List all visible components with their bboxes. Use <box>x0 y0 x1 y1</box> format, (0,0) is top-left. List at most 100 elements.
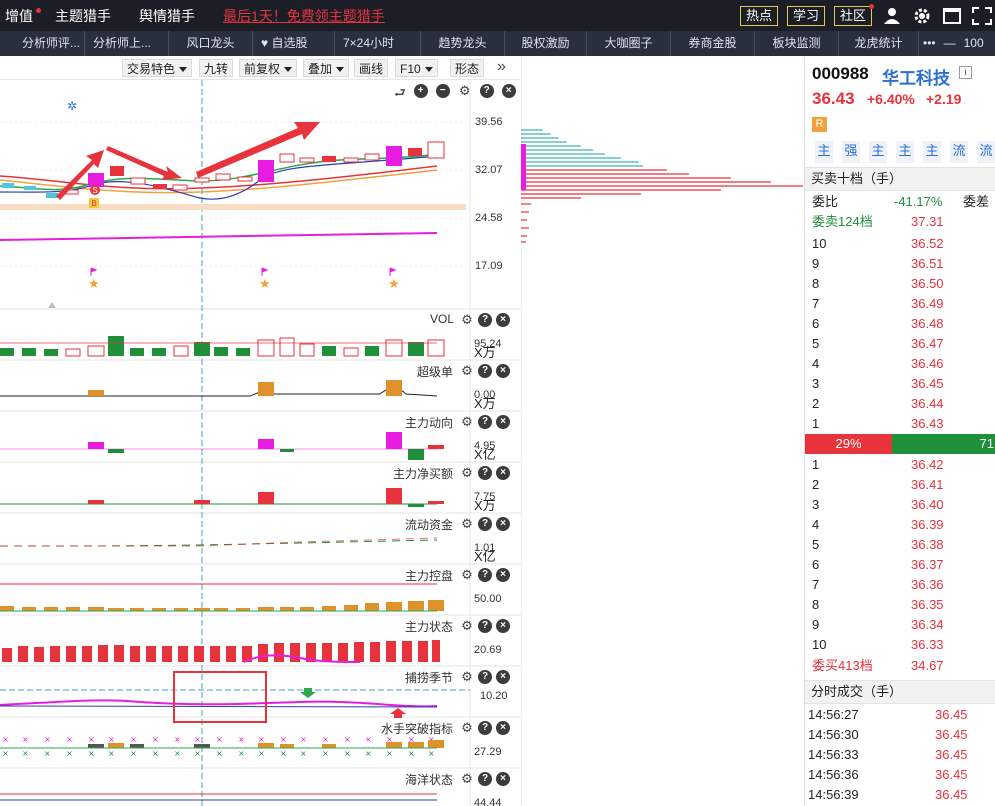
user-icon[interactable] <box>881 5 903 27</box>
hotspot-button[interactable]: 热点 <box>739 5 778 26</box>
gear-icon[interactable]: ⚙ <box>461 363 473 378</box>
ask-level-row[interactable]: 5 36.47 <box>805 334 995 354</box>
tab-expert-circle[interactable]: 大咖圈子 <box>587 31 671 56</box>
ask-level-row[interactable]: 8 36.50 <box>805 274 995 294</box>
close-icon[interactable]: × <box>496 772 510 786</box>
bid-level-row[interactable]: 4 36.39 <box>805 515 995 535</box>
gear-icon[interactable]: ⚙ <box>461 669 473 684</box>
stock-name[interactable]: 华工科技 <box>882 69 950 88</box>
share-icon[interactable]: ⮐ <box>394 85 406 100</box>
close-icon[interactable]: × <box>501 84 516 98</box>
ask-level-row[interactable]: 4 36.46 <box>805 354 995 374</box>
nav-promo-link[interactable]: 最后1天！免费领主题猎手 <box>223 7 385 24</box>
help-icon[interactable]: ? <box>478 670 492 684</box>
tab-broker-stocks[interactable]: 券商金股 <box>671 31 755 56</box>
draw-line-button[interactable]: 画线 <box>354 59 389 77</box>
ask-level-row[interactable]: 6 36.48 <box>805 314 995 334</box>
ask-level-row[interactable]: 3 36.45 <box>805 374 995 394</box>
close-icon[interactable]: × <box>496 466 510 480</box>
bid-level-row[interactable]: 2 36.41 <box>805 475 995 495</box>
chip[interactable]: 强 <box>842 141 860 163</box>
nav-zengzhi[interactable]: 增值 <box>0 6 55 26</box>
help-icon[interactable]: ? <box>478 568 492 582</box>
chip[interactable]: 流 <box>977 141 995 163</box>
bid-level-row[interactable]: 6 36.37 <box>805 555 995 575</box>
bid-level-row[interactable]: 1 36.42 <box>805 455 995 475</box>
close-icon[interactable]: × <box>496 568 510 582</box>
info-icon[interactable]: i <box>959 66 972 79</box>
close-icon[interactable]: × <box>496 619 510 633</box>
gear-icon[interactable]: ⚙ <box>461 618 473 633</box>
bid-level-row[interactable]: 7 36.36 <box>805 575 995 595</box>
bid-level-row[interactable]: 5 36.38 <box>805 535 995 555</box>
stock-code[interactable]: 000988 <box>812 64 869 83</box>
nine-turn-button[interactable]: 九转 <box>199 59 234 77</box>
zoom-out-icon[interactable]: − <box>435 84 450 98</box>
bid-level-row[interactable]: 3 36.40 <box>805 495 995 515</box>
chip[interactable]: 流 <box>950 141 968 163</box>
help-icon[interactable]: ? <box>478 721 492 735</box>
tab-trend-leader[interactable]: 趋势龙头 <box>421 31 505 56</box>
zoom-in-icon[interactable]: + <box>413 84 428 98</box>
window-icon[interactable] <box>941 5 963 27</box>
overlay-dropdown[interactable]: 叠加 <box>303 59 350 77</box>
tab-dragon-tiger[interactable]: 龙虎统计 <box>839 31 919 56</box>
kline-chart-area[interactable]: S B ✲ ★ ★ ★ <box>0 80 521 806</box>
community-button[interactable]: 社区 <box>833 3 874 26</box>
help-icon[interactable]: ? <box>478 517 492 531</box>
gear-icon[interactable] <box>911 5 933 27</box>
chip[interactable]: 主 <box>869 141 887 163</box>
adjust-dropdown[interactable]: 前复权 <box>239 59 298 77</box>
bid-level-row[interactable]: 9 36.34 <box>805 615 995 635</box>
gear-icon[interactable]: ⚙ <box>461 516 473 531</box>
tab-24h[interactable]: 7×24小时 <box>335 31 421 56</box>
gear-icon[interactable]: ⚙ <box>461 465 473 480</box>
help-icon[interactable]: ? <box>478 313 492 327</box>
event-flags[interactable] <box>90 267 397 276</box>
r-badge[interactable]: R <box>812 117 827 132</box>
bid-level-row[interactable]: 10 36.33 <box>805 635 995 655</box>
ask-level-row[interactable]: 9 36.51 <box>805 254 995 274</box>
close-icon[interactable]: × <box>496 415 510 429</box>
close-icon[interactable]: × <box>496 313 510 327</box>
ask-level-row[interactable]: 1 36.43 <box>805 414 995 434</box>
sell-marker[interactable] <box>90 185 100 195</box>
nav-sentiment-hunter[interactable]: 舆情猎手 <box>139 7 195 24</box>
chip[interactable]: 主 <box>923 141 941 163</box>
ask-level-row[interactable]: 2 36.44 <box>805 394 995 414</box>
gear-icon[interactable]: ⚙ <box>461 312 473 327</box>
tab-equity-incentive[interactable]: 股权激励 <box>505 31 587 56</box>
tab-analyst-rating[interactable]: 分析师评... <box>0 31 85 56</box>
pattern-button[interactable]: 形态 <box>450 59 485 77</box>
help-icon[interactable]: ? <box>478 619 492 633</box>
close-icon[interactable]: × <box>496 721 510 735</box>
trade-feature-dropdown[interactable]: 交易特色 <box>122 59 193 77</box>
bid-level-row[interactable]: 8 36.35 <box>805 595 995 615</box>
nav-theme-hunter[interactable]: 主题猎手 <box>55 7 111 24</box>
f10-dropdown[interactable]: F10 <box>395 59 438 77</box>
ask-level-row[interactable]: 7 36.49 <box>805 294 995 314</box>
gear-icon[interactable]: ⚙ <box>461 414 473 429</box>
minimize-icon[interactable]: — <box>943 36 956 50</box>
fullscreen-icon[interactable] <box>971 5 993 27</box>
help-icon[interactable]: ? <box>478 466 492 480</box>
close-icon[interactable]: × <box>496 670 510 684</box>
gear-icon[interactable]: ⚙ <box>458 83 471 98</box>
gear-icon[interactable]: ⚙ <box>461 720 473 735</box>
chip[interactable]: 主 <box>815 141 833 163</box>
help-icon[interactable]: ? <box>478 364 492 378</box>
close-icon[interactable]: × <box>496 517 510 531</box>
scroll-triangle-icon[interactable] <box>48 302 56 308</box>
buy-marker[interactable] <box>89 198 99 208</box>
gear-icon[interactable]: ⚙ <box>461 567 473 582</box>
help-icon[interactable]: ? <box>478 772 492 786</box>
study-button[interactable]: 学习 <box>786 5 825 26</box>
tab-watchlist[interactable]: ♥ 自选股 <box>253 31 335 56</box>
help-icon[interactable]: ? <box>478 415 492 429</box>
tab-sector-monitor[interactable]: 板块监测 <box>755 31 839 56</box>
tab-extra[interactable]: 100 <box>963 36 984 50</box>
gear-icon[interactable]: ⚙ <box>461 771 473 786</box>
ask-level-row[interactable]: 10 36.52 <box>805 234 995 254</box>
close-icon[interactable]: × <box>496 364 510 378</box>
tab-analyst-up[interactable]: 分析师上... <box>85 31 169 56</box>
